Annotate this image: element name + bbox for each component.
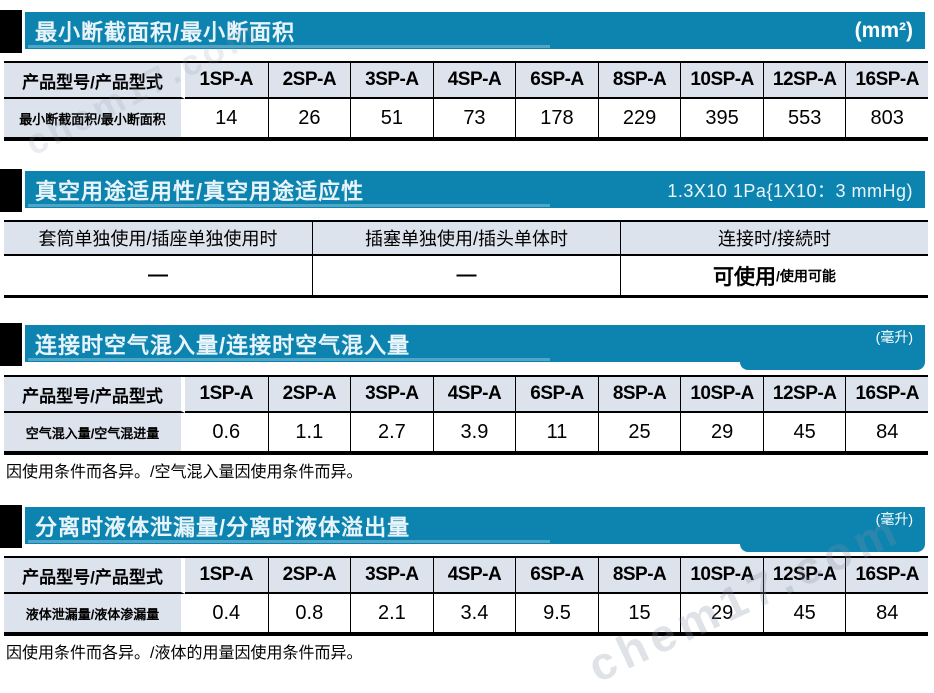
vacuum-table: 套筒单独使用/插座单独使用时 插塞单独使用/插头单体时 连接时/接続时 — — … bbox=[4, 220, 928, 298]
column-header: 6SP-A bbox=[515, 63, 598, 99]
column-header: 10SP-A bbox=[680, 63, 763, 99]
column-header: 3SP-A bbox=[350, 377, 433, 413]
column-header: 3SP-A bbox=[350, 63, 433, 99]
column-header: 2SP-A bbox=[267, 558, 351, 594]
value-cell: 3.9 bbox=[432, 413, 516, 451]
header-bar: 连接时空气混入量/连接时空气混入量 (毫升) bbox=[25, 325, 925, 370]
value-cell: 11 bbox=[515, 413, 598, 451]
header-black-square bbox=[0, 505, 22, 548]
value-cell: 51 bbox=[350, 99, 433, 137]
row-label: 空气混入量/空气混进量 bbox=[4, 413, 185, 451]
column-header: 10SP-A bbox=[680, 377, 763, 413]
value-cell: 803 bbox=[845, 99, 928, 137]
value-cell: 45 bbox=[762, 594, 846, 632]
column-header: 8SP-A bbox=[597, 377, 681, 413]
value-cell: 0.8 bbox=[267, 594, 351, 632]
column-header: 1SP-A bbox=[185, 558, 268, 594]
value-cell: 25 bbox=[597, 413, 681, 451]
datasheet-page: 最小断截面积/最小断面积 (mm²) 产品型号/产品型式 1SP-A 2SP-A… bbox=[0, 10, 928, 692]
value-cell: 229 bbox=[597, 99, 681, 137]
section-title: 真空用途适用性/真空用途适应性 bbox=[35, 178, 365, 204]
column-header: 16SP-A bbox=[845, 558, 928, 594]
column-header: 4SP-A bbox=[432, 63, 516, 99]
value-cell: — bbox=[312, 256, 620, 295]
section-unit: (毫升) bbox=[875, 329, 913, 345]
value-cell: 可使用/使用可能 bbox=[620, 256, 928, 295]
header-tab bbox=[740, 543, 925, 552]
column-header: 4SP-A bbox=[432, 377, 516, 413]
footnote-air-inclusion: 因使用条件而各异。/空气混入量因使用条件而异。 bbox=[6, 464, 363, 481]
column-header: 6SP-A bbox=[515, 377, 598, 413]
value-cell: 553 bbox=[762, 99, 846, 137]
value-cell: 9.5 bbox=[515, 594, 598, 632]
section-header-air-inclusion: 连接时空气混入量/连接时空气混入量 (毫升) bbox=[0, 323, 925, 370]
section-header-liquid-leak: 分离时液体泄漏量/分离时液体溢出量 (毫升) bbox=[0, 505, 925, 552]
value-cell: 2.7 bbox=[350, 413, 433, 451]
value-cell: 3.4 bbox=[432, 594, 516, 632]
value-cell: 26 bbox=[267, 99, 351, 137]
section-title: 分离时液体泄漏量/分离时液体溢出量 bbox=[35, 514, 411, 540]
row-label: 最小断截面积/最小断面积 bbox=[4, 99, 185, 137]
footnote-liquid-leak: 因使用条件而各异。/液体的用量因使用条件而异。 bbox=[6, 645, 363, 662]
value-cell: 84 bbox=[845, 413, 928, 451]
column-header: 4SP-A bbox=[432, 558, 516, 594]
section-header-vacuum: 真空用途适用性/真空用途适应性 1.3X10 1Pa{1X10：3 mmHg) bbox=[0, 169, 925, 212]
header-bar: 最小断截面积/最小断面积 (mm²) bbox=[25, 12, 925, 49]
header-tab bbox=[740, 361, 925, 370]
column-header: 1SP-A bbox=[185, 377, 268, 413]
value-cell: 45 bbox=[762, 413, 846, 451]
column-header: 连接时/接続时 bbox=[620, 222, 928, 256]
column-header: 12SP-A bbox=[762, 377, 846, 413]
header-bar: 分离时液体泄漏量/分离时液体溢出量 (毫升) bbox=[25, 507, 925, 552]
value-cell: 15 bbox=[597, 594, 681, 632]
column-header: 2SP-A bbox=[267, 377, 351, 413]
usable-label: 可使用 bbox=[713, 265, 777, 289]
value-cell: 84 bbox=[845, 594, 928, 632]
value-cell: 29 bbox=[680, 594, 763, 632]
section-unit: (mm²) bbox=[854, 18, 913, 42]
usable-sublabel: /使用可能 bbox=[776, 267, 836, 284]
column-header: 6SP-A bbox=[515, 558, 598, 594]
section-unit: 1.3X10 1Pa{1X10：3 mmHg) bbox=[667, 180, 913, 201]
column-header: 16SP-A bbox=[845, 377, 928, 413]
column-header: 插塞单独使用/插头单体时 bbox=[312, 222, 620, 256]
min-cross-section-table: 产品型号/产品型式 1SP-A 2SP-A 3SP-A 4SP-A 6SP-A … bbox=[4, 61, 928, 141]
value-cell: 178 bbox=[515, 99, 598, 137]
section-header-min-cross-section: 最小断截面积/最小断面积 (mm²) bbox=[0, 10, 925, 53]
column-header: 12SP-A bbox=[762, 558, 846, 594]
header-bar: 真空用途适用性/真空用途适应性 1.3X10 1Pa{1X10：3 mmHg) bbox=[25, 171, 925, 208]
air-inclusion-table: 产品型号/产品型式 1SP-A 2SP-A 3SP-A 4SP-A 6SP-A … bbox=[4, 375, 928, 455]
column-header: 2SP-A bbox=[267, 63, 351, 99]
value-cell: — bbox=[4, 256, 312, 295]
liquid-leak-table: 产品型号/产品型式 1SP-A 2SP-A 3SP-A 4SP-A 6SP-A … bbox=[4, 556, 928, 636]
value-cell: 395 bbox=[680, 99, 763, 137]
row-header: 产品型号/产品型式 bbox=[4, 63, 185, 99]
row-header: 产品型号/产品型式 bbox=[4, 558, 185, 594]
row-label: 液体泄漏量/液体渗漏量 bbox=[4, 594, 185, 632]
value-cell: 1.1 bbox=[267, 413, 351, 451]
column-header: 8SP-A bbox=[597, 63, 681, 99]
row-header: 产品型号/产品型式 bbox=[4, 377, 185, 413]
value-cell: 0.4 bbox=[185, 594, 268, 632]
value-cell: 14 bbox=[185, 99, 268, 137]
value-cell: 0.6 bbox=[185, 413, 268, 451]
column-header: 10SP-A bbox=[680, 558, 763, 594]
column-header: 1SP-A bbox=[185, 63, 268, 99]
header-black-square bbox=[0, 169, 22, 212]
column-header: 套筒单独使用/插座单独使用时 bbox=[4, 222, 312, 256]
section-title: 连接时空气混入量/连接时空气混入量 bbox=[35, 332, 411, 358]
section-unit: (毫升) bbox=[875, 511, 913, 527]
value-cell: 73 bbox=[432, 99, 516, 137]
header-black-square bbox=[0, 10, 22, 53]
value-cell: 29 bbox=[680, 413, 763, 451]
value-cell: 2.1 bbox=[350, 594, 433, 632]
column-header: 16SP-A bbox=[845, 63, 928, 99]
column-header: 3SP-A bbox=[350, 558, 433, 594]
section-title: 最小断截面积/最小断面积 bbox=[35, 19, 296, 45]
column-header: 12SP-A bbox=[762, 63, 846, 99]
header-black-square bbox=[0, 323, 22, 366]
column-header: 8SP-A bbox=[597, 558, 681, 594]
